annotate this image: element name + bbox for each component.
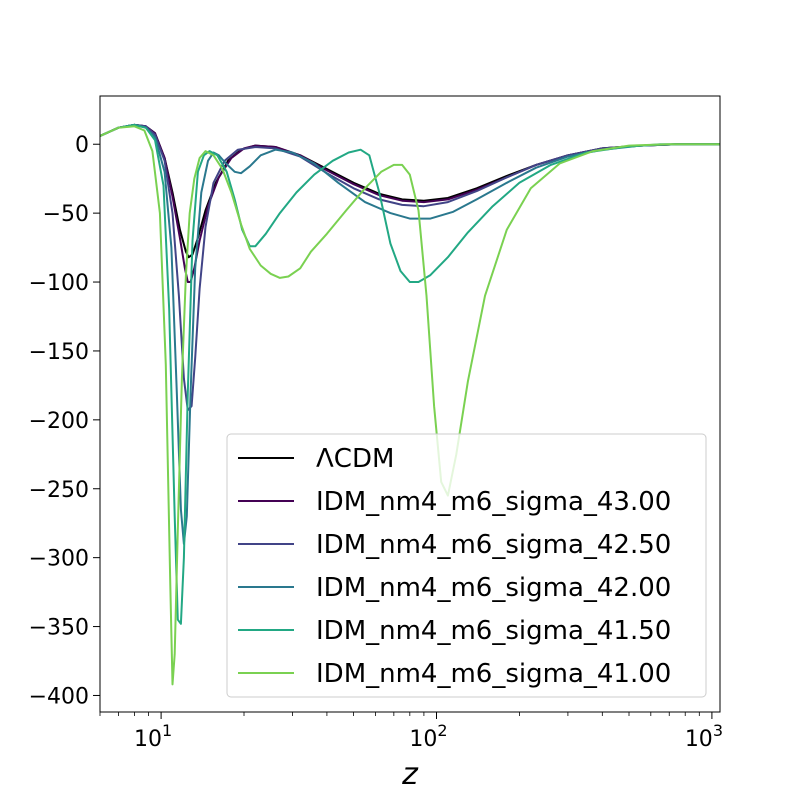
series-line-3 <box>100 123 720 545</box>
y-tick-label-8: −400 <box>29 684 89 709</box>
y-tick-label-0: 0 <box>75 133 89 158</box>
y-tick-label-2: −100 <box>29 271 89 296</box>
x-axis: 101 102 103 <box>99 712 723 752</box>
y-tick-label-6: −300 <box>29 547 89 572</box>
legend: ΛCDM IDM_nm4_m6_sigma_43.00 IDM_nm4_m6_sig… <box>226 433 707 698</box>
legend-label-4: IDM_nm4_m6_sigma_41.50 <box>316 616 671 646</box>
legend-label-0: ΛCDM <box>316 444 394 474</box>
x-axis-label: z <box>401 757 419 792</box>
legend-label-1: IDM_nm4_m6_sigma_43.00 <box>316 487 671 517</box>
series-line-4 <box>100 123 720 625</box>
series-line-5 <box>100 125 720 686</box>
y-tick-label-3: −150 <box>29 340 89 365</box>
legend-label-3: IDM_nm4_m6_sigma_42.00 <box>316 573 671 603</box>
y-tick-label-5: −250 <box>29 478 89 503</box>
legend-label-5: IDM_nm4_m6_sigma_41.00 <box>316 659 671 689</box>
x-tick-label-0: 101 <box>134 721 172 752</box>
x-tick-label-1: 102 <box>409 721 447 752</box>
y-tick-label-7: −350 <box>29 616 89 641</box>
series-layer <box>100 123 720 686</box>
y-tick-label-4: −200 <box>29 409 89 434</box>
y-axis: 0 −50 −100 −150 −200 −250 −300 −350 −400 <box>29 133 100 709</box>
series-line-2 <box>100 123 720 412</box>
legend-label-2: IDM_nm4_m6_sigma_42.50 <box>316 530 671 560</box>
legend-box <box>226 433 707 698</box>
y-tick-label-1: −50 <box>43 202 89 227</box>
x-tick-label-2: 103 <box>685 721 723 752</box>
